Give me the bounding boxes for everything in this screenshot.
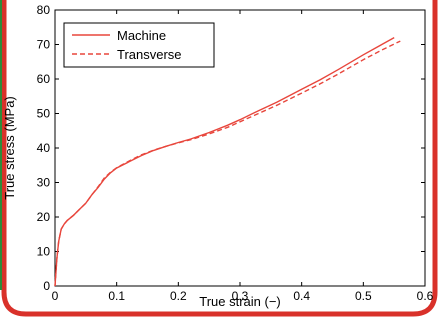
x-tick-label: 0 [52,289,59,303]
y-tick-label: 20 [37,210,51,224]
x-tick-label: 0.3 [232,289,249,303]
y-tick-label: 80 [37,3,51,17]
legend-label-machine: Machine [117,28,166,43]
y-axis-label: True stress (MPa) [2,96,17,200]
x-tick-label: 0.2 [170,289,187,303]
y-tick-label: 60 [37,72,51,86]
series-layer [54,36,401,287]
x-tick-label: 0.6 [417,289,434,303]
y-tick-label: 40 [37,141,51,155]
y-tick-label: 50 [37,107,51,121]
x-tick-label: 0.5 [355,289,372,303]
x-tick-labels: 0 0.1 0.2 0.3 0.4 0.5 0.6 [52,289,434,303]
legend-box [63,22,215,68]
series-line-transverse [54,40,401,287]
x-axis-label: True strain (−) [199,294,281,309]
y-tick-label: 0 [43,279,50,293]
y-tick-label: 70 [37,38,51,52]
x-tick-label: 0.4 [293,289,310,303]
x-tick-label: 0.1 [108,289,125,303]
legend-label-transverse: Transverse [117,47,182,62]
frame-border-red [1,0,438,317]
y-tick-label: 30 [37,176,51,190]
y-tick-label: 10 [37,245,51,259]
legend: Machine Transverse [63,22,215,68]
y-tick-labels: 0 10 20 30 40 50 60 70 80 [37,3,51,293]
